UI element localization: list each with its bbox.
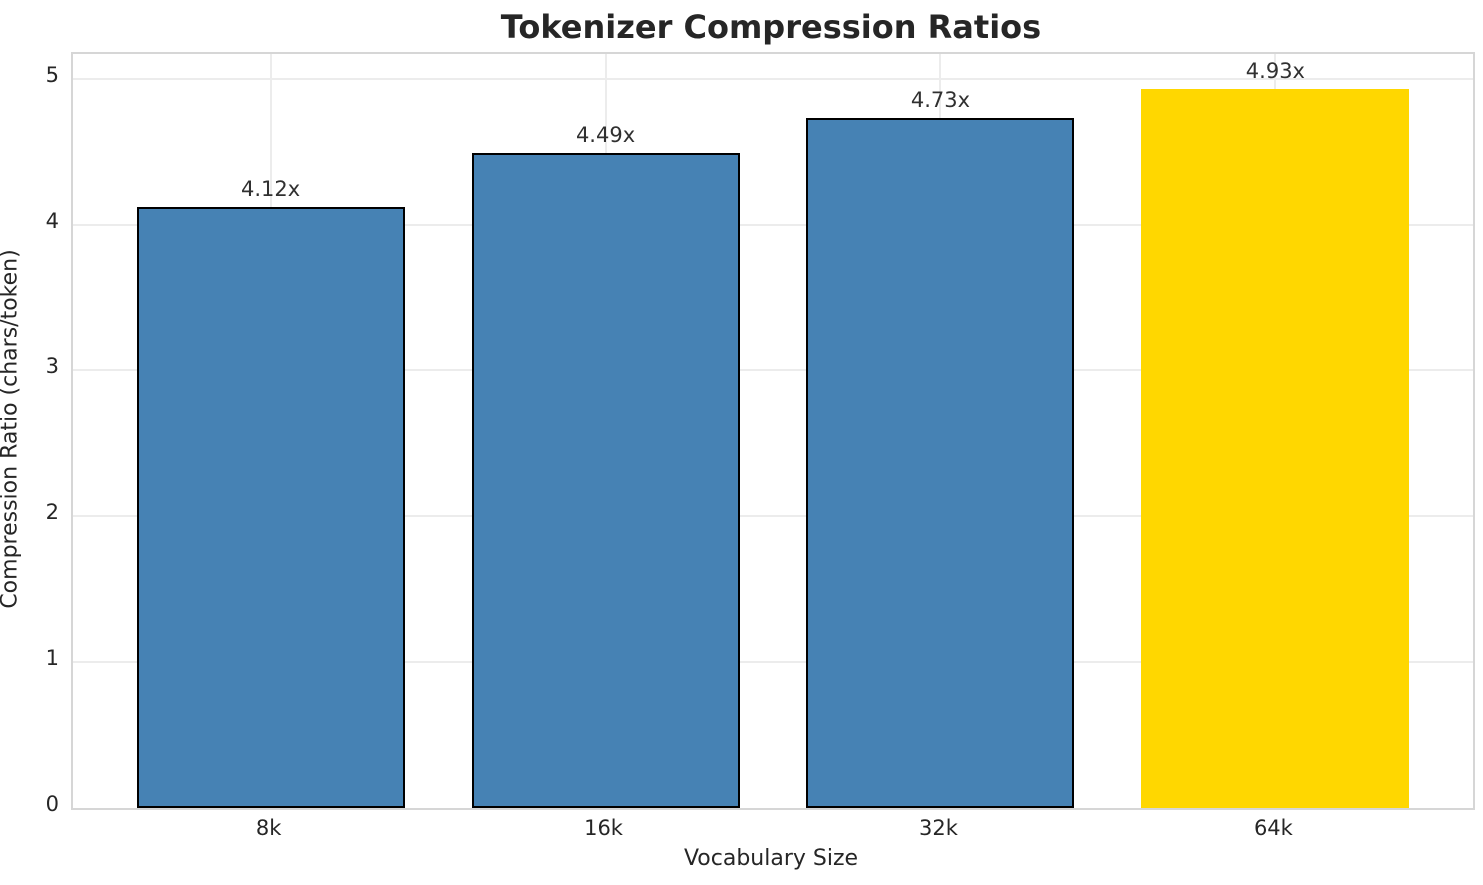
gridline-horizontal [73, 369, 1473, 372]
bar-64k [1141, 89, 1410, 808]
bar-8k [136, 207, 405, 808]
xtick-label-8k: 8k [255, 816, 282, 840]
x-axis-label: Vocabulary Size [683, 846, 859, 871]
ytick-label: 4 [45, 208, 59, 233]
ytick-label: 2 [45, 500, 59, 525]
bar-value-label: 4.73x [910, 88, 971, 113]
xtick-label-32k: 32k [919, 816, 958, 840]
ytick-label: 3 [45, 354, 59, 379]
gridline-horizontal [73, 223, 1473, 226]
gridline-horizontal [73, 77, 1473, 80]
y-axis-label: Compression Ratio (chars/token) [0, 249, 23, 609]
bar-32k [806, 118, 1075, 808]
xtick-label-64k: 64k [1253, 816, 1293, 840]
bar-value-label: 4.93x [1245, 59, 1305, 84]
gridline-horizontal [73, 661, 1473, 664]
ytick-label: 0 [45, 792, 59, 816]
gridline-horizontal [73, 515, 1473, 518]
ytick-label: 5 [45, 62, 59, 87]
bar-value-label: 4.12x [241, 177, 301, 202]
bar-value-label: 4.49x [575, 123, 636, 148]
plot-area: 4.12x 4.49x 4.73x 4.93x [71, 52, 1475, 810]
xtick-label-16k: 16k [584, 816, 623, 840]
ytick-label: 1 [45, 646, 59, 671]
chart-title: Tokenizer Compression Ratios [500, 8, 1042, 46]
bar-16k [471, 153, 740, 808]
